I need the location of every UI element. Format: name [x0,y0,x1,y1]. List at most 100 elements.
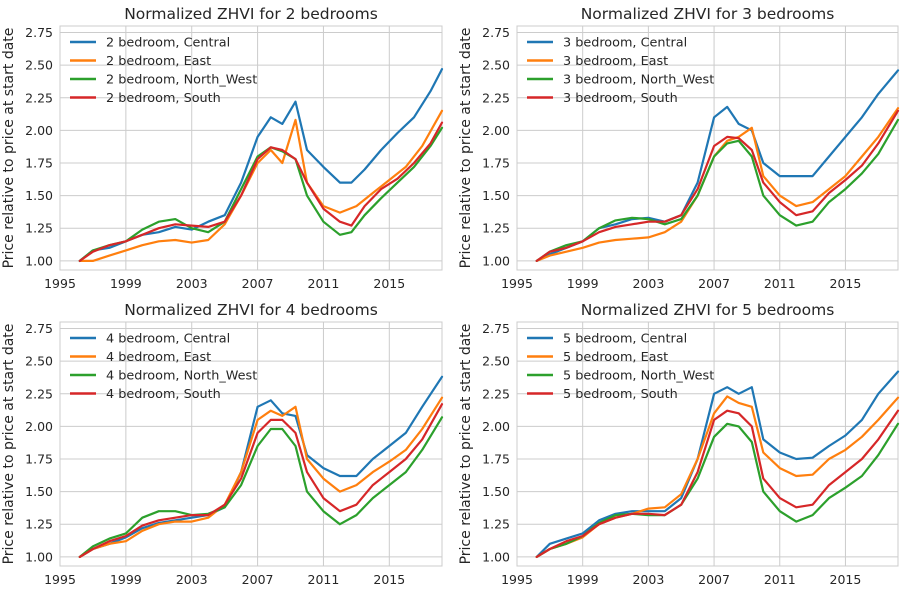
y-tick-label: 2.25 [482,386,510,401]
y-tick-label: 1.75 [25,156,53,171]
y-tick-label: 1.50 [25,484,53,499]
y-tick-label: 1.75 [482,452,510,467]
y-tick-label: 1.25 [482,221,510,236]
x-tick-label: 2011 [764,572,796,587]
legend-entry: 5 bedroom, East [563,350,668,365]
x-tick-label: 2015 [373,276,405,291]
plot-frame [516,25,899,271]
x-tick-label: 2007 [698,572,730,587]
chart-title: Normalized ZHVI for 3 bedrooms [581,5,835,23]
x-tick-label: 2007 [242,276,274,291]
chart-title: Normalized ZHVI for 4 bedrooms [124,301,378,319]
x-tick-label: 1999 [110,572,142,587]
y-axis-label: Price relative to price at start date [458,28,474,269]
x-tick-label: 1999 [567,572,599,587]
series-line-4 [78,121,444,262]
series-line-3 [78,416,444,558]
y-tick-label: 1.25 [25,517,53,532]
y-tick-label: 2.25 [482,90,510,105]
y-tick-label: 2.00 [25,123,53,138]
x-tick-label: 2011 [308,572,340,587]
x-tick-label: 2003 [176,276,208,291]
legend: 2 bedroom, Central 2 bedroom, East 2 bedro… [70,36,257,106]
x-tick-label: 2007 [698,276,730,291]
chart-panel-1: 1995 1999 2003 2007 2011 2015 1.00 1.25 1.50 1.75… [1,5,444,291]
x-tick-label: 1999 [110,276,142,291]
chart-panel-4: 1995 1999 2003 2007 2011 2015 1.00 1.25 1.50 1.75… [458,301,900,587]
x-tick-label: 1995 [501,572,533,587]
y-tick-label: 1.00 [25,253,53,268]
y-tick-label: 2.50 [25,354,53,369]
series-line-1 [535,370,900,558]
y-tick-label: 2.00 [482,419,510,434]
legend-entry: 2 bedroom, South [106,91,221,106]
y-axis-label: Price relative to price at start date [1,28,17,269]
y-tick-label: 2.50 [25,58,53,73]
chart-panel-3: 1995 1999 2003 2007 2011 2015 1.00 1.25 1.50 1.75… [1,301,444,587]
legend-entry: 5 bedroom, North_West [563,369,714,384]
x-tick-label: 2011 [308,276,340,291]
legend-entry: 2 bedroom, North_West [106,73,257,88]
series-line-2 [78,396,444,558]
legend-entry: 5 bedroom, Central [563,332,687,347]
legend-entry: 5 bedroom, South [563,387,678,402]
y-tick-label: 1.25 [482,517,510,532]
series-line-1 [78,375,444,558]
y-tick-label: 2.75 [482,25,510,40]
plot-frame [59,321,443,567]
legend-entry: 2 bedroom, East [106,54,211,69]
y-tick-label: 1.50 [482,188,510,203]
series-line-3 [535,118,900,262]
series-line-3 [535,422,900,558]
series-line-4 [78,403,444,558]
legend-entry: 3 bedroom, Central [563,36,687,51]
legend: 5 bedroom, Central 5 bedroom, East 5 bedro… [527,332,714,402]
legend: 4 bedroom, Central 4 bedroom, East 4 bedro… [70,332,257,402]
y-tick-label: 1.00 [482,549,510,564]
x-tick-label: 2015 [830,572,862,587]
legend-entry: 3 bedroom, North_West [563,73,714,88]
x-tick-label: 2007 [242,572,274,587]
chart-title: Normalized ZHVI for 2 bedrooms [124,5,378,23]
x-tick-label: 1995 [44,276,76,291]
legend-entry: 4 bedroom, North_West [106,369,257,384]
y-tick-label: 2.50 [482,58,510,73]
x-tick-label: 2003 [176,572,208,587]
legend-entry: 2 bedroom, Central [106,36,230,51]
series-line-2 [535,395,900,558]
y-tick-label: 2.75 [25,25,53,40]
y-axis-label: Price relative to price at start date [1,324,17,565]
y-tick-label: 2.75 [25,321,53,336]
series-line-4 [535,409,900,558]
chart-title: Normalized ZHVI for 5 bedrooms [581,301,835,319]
plot-frame [59,25,443,271]
x-tick-label: 1995 [44,572,76,587]
x-tick-label: 2003 [632,572,664,587]
y-tick-label: 2.50 [482,354,510,369]
y-axis-label: Price relative to price at start date [458,324,474,565]
series-line-4 [535,109,900,262]
legend-entry: 3 bedroom, East [563,54,668,69]
y-tick-label: 2.00 [25,419,53,434]
x-tick-label: 2015 [373,572,405,587]
legend: 3 bedroom, Central 3 bedroom, East 3 bedro… [527,36,714,106]
x-tick-label: 1999 [567,276,599,291]
y-tick-label: 2.25 [25,386,53,401]
x-tick-label: 2011 [764,276,796,291]
y-tick-label: 1.00 [482,253,510,268]
x-tick-label: 2003 [632,276,664,291]
x-tick-label: 1995 [501,276,533,291]
series-line-3 [78,126,444,262]
legend-entry: 3 bedroom, South [563,91,678,106]
y-tick-label: 1.75 [25,452,53,467]
y-tick-label: 1.00 [25,549,53,564]
y-tick-label: 1.25 [25,221,53,236]
chart-panel-2: 1995 1999 2003 2007 2011 2015 1.00 1.25 1.50 1.75… [458,5,900,291]
x-tick-label: 2015 [830,276,862,291]
y-tick-label: 2.75 [482,321,510,336]
series-line-2 [78,109,444,262]
y-tick-label: 2.00 [482,123,510,138]
y-tick-label: 1.75 [482,156,510,171]
y-tick-label: 2.25 [25,90,53,105]
